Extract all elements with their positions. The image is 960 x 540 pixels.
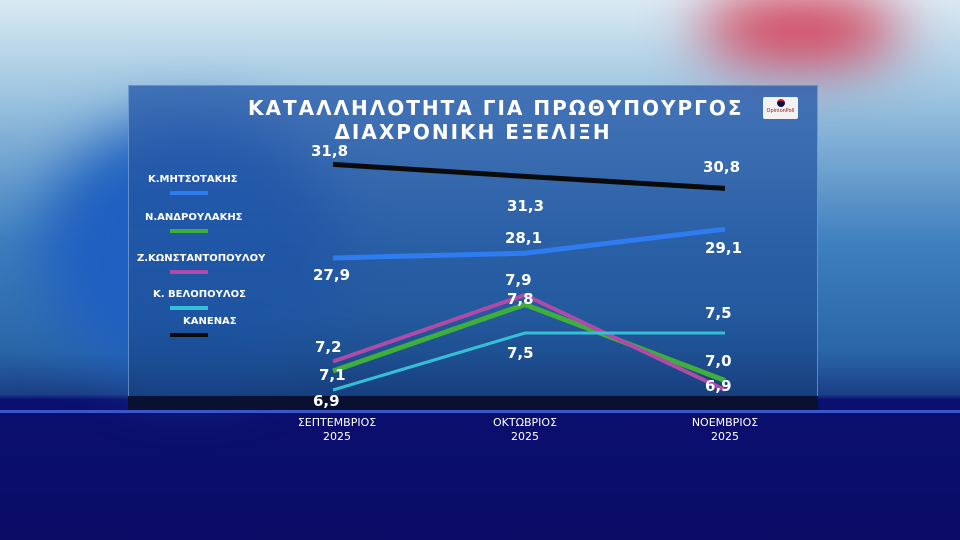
opinionpoll-logo: OpinionPoll bbox=[763, 97, 798, 119]
series-line bbox=[332, 301, 726, 383]
data-label: 7,9 bbox=[505, 271, 532, 289]
data-label: 30,8 bbox=[703, 158, 740, 176]
data-label: 7,8 bbox=[507, 290, 534, 308]
data-label: 31,8 bbox=[311, 142, 348, 160]
data-label: 7,1 bbox=[319, 366, 346, 384]
data-label: 27,9 bbox=[313, 266, 350, 284]
legend-swatch bbox=[170, 191, 208, 195]
series-line bbox=[332, 226, 726, 261]
chart-panel bbox=[128, 85, 818, 413]
data-label: 31,3 bbox=[507, 197, 544, 215]
legend-swatch bbox=[170, 229, 208, 233]
legend-swatch bbox=[170, 333, 208, 337]
data-label: 6,9 bbox=[313, 392, 340, 410]
x-tick-label: ΣΕΠΤΕΜΒΡΙΟΣ 2025 bbox=[297, 416, 377, 443]
data-label: 7,0 bbox=[705, 352, 732, 370]
chart-title: ΚΑΤΑΛΛΗΛΟΤΗΤΑ ΓΙΑ ΠΡΩΘΥΠΟΥΡΓΟΣ bbox=[248, 96, 744, 120]
chart-baseline-strip bbox=[128, 396, 818, 413]
legend-label: Κ.ΜΗΤΣΟΤΑΚΗΣ bbox=[148, 174, 238, 185]
x-tick-label: ΟΚΤΩΒΡΙΟΣ 2025 bbox=[492, 416, 558, 443]
legend-label: Ν.ΑΝΔΡΟΥΛΑΚΗΣ bbox=[145, 212, 243, 223]
series-line bbox=[332, 161, 726, 191]
data-label: 28,1 bbox=[505, 229, 542, 247]
data-label: 7,5 bbox=[507, 344, 534, 362]
legend-label: ΚΑΝΕΝΑΣ bbox=[183, 316, 237, 327]
data-label: 29,1 bbox=[705, 239, 742, 257]
legend-swatch bbox=[170, 306, 208, 310]
legend-label: Κ. ΒΕΛΟΠΟΥΛΟΣ bbox=[153, 289, 246, 300]
legend-swatch bbox=[170, 270, 208, 274]
legend-label: Ζ.ΚΩΝΣΤΑΝΤΟΠΟΥΛΟΥ bbox=[137, 253, 266, 264]
background-blur bbox=[700, 0, 900, 60]
chart-subtitle: ΔΙΑΧΡΟΝΙΚΗ ΕΞΕΛΙΞΗ bbox=[334, 120, 612, 144]
series-line bbox=[332, 292, 726, 392]
divider bbox=[0, 410, 960, 413]
data-label: 6,9 bbox=[705, 377, 732, 395]
x-tick-label: ΝΟΕΜΒΡΙΟΣ 2025 bbox=[691, 416, 759, 443]
data-label: 7,5 bbox=[705, 304, 732, 322]
data-label: 7,2 bbox=[315, 338, 342, 356]
series-line bbox=[332, 331, 725, 392]
